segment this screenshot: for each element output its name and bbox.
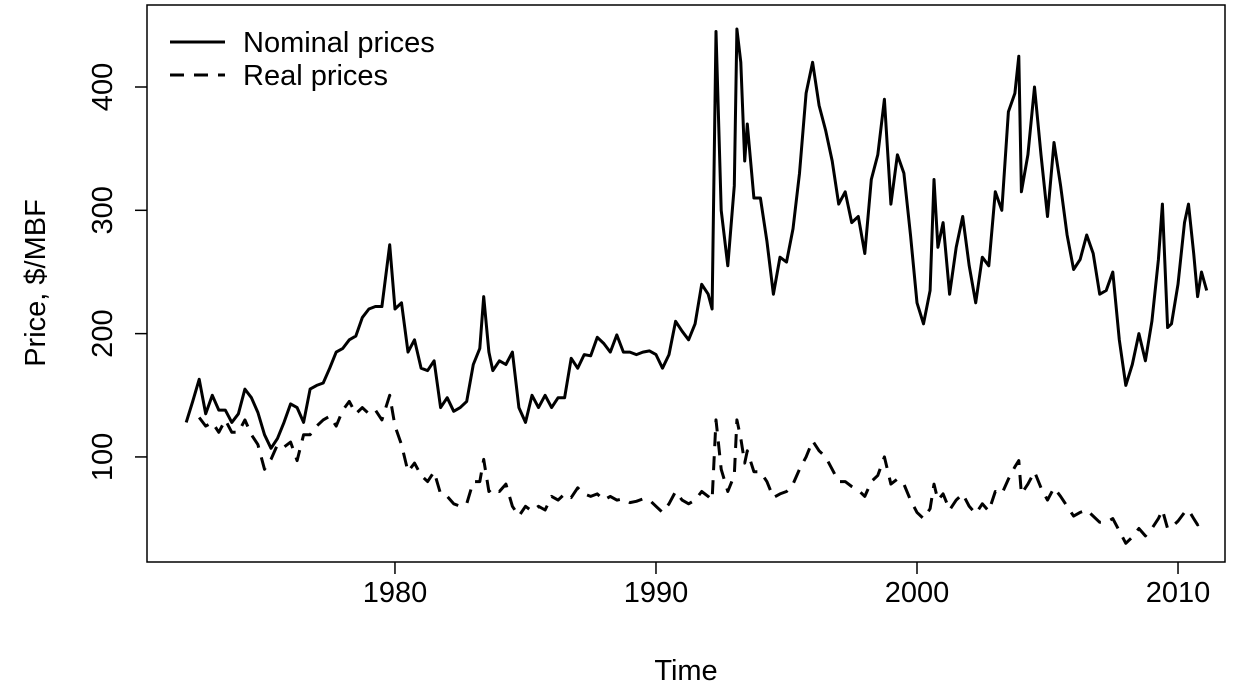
series-line [184, 27, 1209, 450]
x-tick-label: 2000 [885, 577, 950, 609]
x-tick-label: 2010 [1146, 577, 1211, 609]
x-axis-label: Time [654, 655, 717, 687]
y-tick-label: 300 [87, 186, 119, 234]
y-tick-label: 200 [87, 309, 119, 357]
x-tick-label: 1990 [624, 577, 689, 609]
legend-label: Real prices [243, 60, 388, 92]
legend-label: Nominal prices [243, 27, 435, 59]
plot-frame [146, 4, 1226, 563]
y-tick-label: 100 [87, 433, 119, 481]
y-axis-label: Price, $/MBF [20, 199, 52, 367]
x-tick-label: 1980 [363, 577, 428, 609]
y-tick-label: 400 [87, 63, 119, 111]
series-line [198, 393, 1208, 545]
